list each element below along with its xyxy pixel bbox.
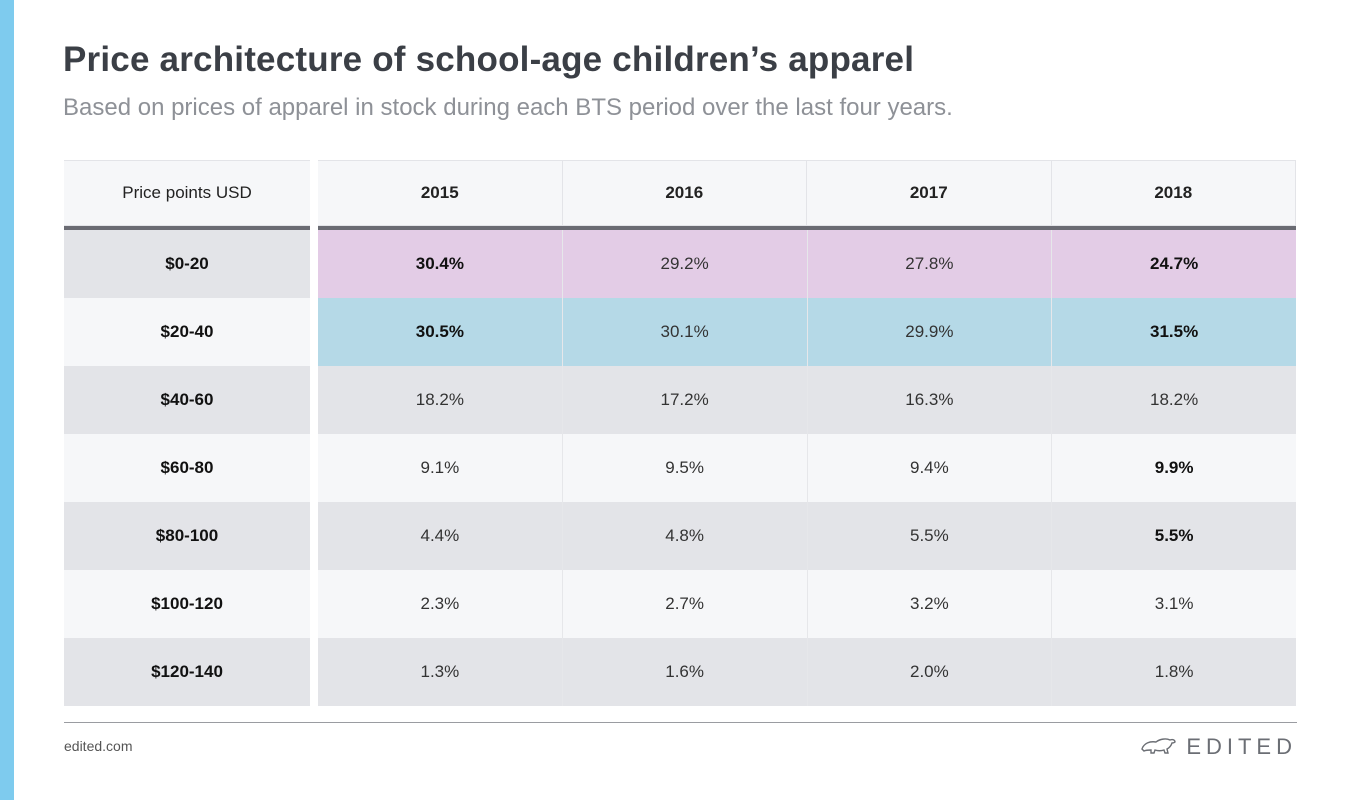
header-separator-right	[318, 226, 1296, 230]
row-labels: $0-20 $20-40 $40-60 $60-80 $80-100 $100-120 $1…	[64, 230, 310, 706]
table-cell: 5.5%	[808, 502, 1053, 570]
column-header-2: 2017	[807, 160, 1052, 226]
table-row: 1.3% 1.6% 2.0% 1.8%	[318, 638, 1296, 706]
table-cell: 30.4%	[318, 230, 563, 298]
table-cell: 30.5%	[318, 298, 563, 366]
table-body: 30.4% 29.2% 27.8% 24.7% 30.5% 30.1% 29.9% 31.5%…	[318, 230, 1296, 706]
row-label: $100-120	[64, 570, 310, 638]
table-cell: 29.2%	[563, 230, 808, 298]
table-row: 30.5% 30.1% 29.9% 31.5%	[318, 298, 1296, 366]
accent-bar	[0, 0, 14, 800]
table-cell: 1.3%	[318, 638, 563, 706]
table-cell: 27.8%	[808, 230, 1053, 298]
row-label: $40-60	[64, 366, 310, 434]
page-title: Price architecture of school-age childre…	[63, 40, 915, 79]
column-header-1: 2016	[562, 160, 807, 226]
table-cell: 30.1%	[563, 298, 808, 366]
column-header-label: 2015	[420, 183, 459, 202]
row-header-title: Price points USD	[122, 183, 252, 202]
column-header-0: 2015	[318, 160, 563, 226]
table-cell: 9.4%	[808, 434, 1053, 502]
table-cell: 31.5%	[1150, 322, 1199, 341]
table-cell: 29.9%	[808, 298, 1053, 366]
table-row: 18.2% 17.2% 16.3% 18.2%	[318, 366, 1296, 434]
table-cell: 18.2%	[1150, 390, 1199, 409]
table-cell: 9.5%	[563, 434, 808, 502]
polar-bear-icon	[1140, 733, 1178, 760]
table-cell: 4.4%	[318, 502, 563, 570]
table-cell: 1.6%	[563, 638, 808, 706]
table-cell: 24.7%	[1150, 254, 1199, 273]
table-row: 30.4% 29.2% 27.8% 24.7%	[318, 230, 1296, 298]
table-row: 9.1% 9.5% 9.4% 9.9%	[318, 434, 1296, 502]
row-label: $120-140	[64, 638, 310, 706]
table-cell: 4.8%	[563, 502, 808, 570]
row-header-title-cell: Price points USD	[64, 160, 310, 226]
column-header-label: 2017	[909, 183, 948, 202]
column-header-label: 2016	[665, 183, 704, 202]
column-headers: 2015 2016 2017 2018	[318, 160, 1296, 226]
row-label: $20-40	[64, 298, 310, 366]
footer-url[interactable]: edited.com	[64, 738, 133, 754]
footer-divider	[64, 722, 1297, 723]
data-table: 2015 2016 2017 2018 30.4% 29.2% 27.8% 24.7% 30.…	[318, 160, 1296, 706]
table-cell: 3.1%	[1154, 594, 1194, 613]
table-cell: 9.9%	[1154, 458, 1194, 477]
table-cell: 2.7%	[563, 570, 808, 638]
brand-logo: EDITED	[1140, 733, 1297, 760]
table-row: 4.4% 4.8% 5.5% 5.5%	[318, 502, 1296, 570]
row-header-column: Price points USD $0-20 $20-40 $40-60 $60-80…	[64, 160, 310, 706]
row-label: $60-80	[64, 434, 310, 502]
column-header-label: 2018	[1154, 183, 1193, 202]
table-cell: 17.2%	[563, 366, 808, 434]
column-header-3: 2018	[1051, 160, 1296, 226]
table-cell: 3.2%	[808, 570, 1053, 638]
page-subtitle: Based on prices of apparel in stock duri…	[63, 94, 953, 121]
header-separator-left	[64, 226, 310, 230]
row-label: $0-20	[64, 230, 310, 298]
table-cell: 9.1%	[318, 434, 563, 502]
table-cell: 1.8%	[1154, 662, 1194, 681]
table-cell: 5.5%	[1154, 526, 1194, 545]
table-cell: 2.3%	[318, 570, 563, 638]
brand-name: EDITED	[1186, 733, 1297, 759]
table-row: 2.3% 2.7% 3.2% 3.1%	[318, 570, 1296, 638]
row-label: $80-100	[64, 502, 310, 570]
table-cell: 18.2%	[318, 366, 563, 434]
table-cell: 2.0%	[808, 638, 1053, 706]
table-cell: 16.3%	[808, 366, 1053, 434]
